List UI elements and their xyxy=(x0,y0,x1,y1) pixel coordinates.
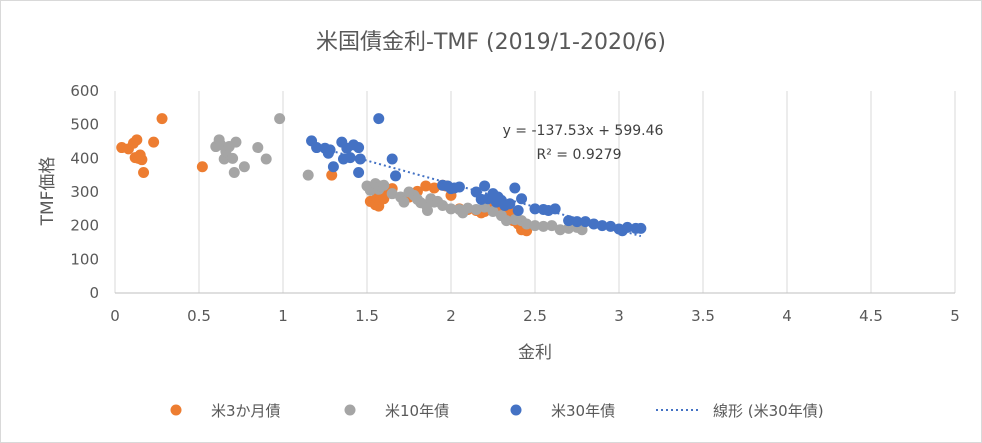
y-tick-label: 200 xyxy=(70,217,99,235)
data-point xyxy=(516,193,528,205)
x-tick-label: 0 xyxy=(110,307,120,325)
data-points xyxy=(116,113,647,237)
data-point xyxy=(605,220,617,232)
data-point xyxy=(148,136,160,148)
data-point xyxy=(324,144,336,156)
data-point xyxy=(420,180,432,192)
legend-marker xyxy=(170,404,182,416)
data-point xyxy=(563,222,575,234)
data-point xyxy=(487,206,499,218)
legend-label: 米10年債 xyxy=(385,402,449,420)
data-point xyxy=(537,220,549,232)
data-point xyxy=(230,136,242,148)
x-tick-label: 0.5 xyxy=(187,307,211,325)
y-tick-label: 0 xyxy=(89,284,99,302)
data-point xyxy=(252,142,264,154)
data-point xyxy=(373,113,385,125)
data-point xyxy=(509,182,521,194)
data-point xyxy=(554,224,566,236)
x-tick-label: 2.5 xyxy=(523,307,547,325)
chart-title: 米国債金利-TMF (2019/1-2020/6) xyxy=(316,30,666,55)
x-tick-label: 3.5 xyxy=(691,307,715,325)
data-point xyxy=(131,134,143,146)
series-3 xyxy=(306,113,647,237)
data-point xyxy=(238,161,250,173)
data-point xyxy=(437,199,449,211)
data-point xyxy=(354,153,366,165)
legend-label: 米30年債 xyxy=(551,402,615,420)
data-point xyxy=(529,220,541,232)
data-point xyxy=(398,196,410,208)
x-tick-label: 4.5 xyxy=(859,307,883,325)
x-tick-label: 1.5 xyxy=(355,307,379,325)
data-point xyxy=(571,216,583,228)
data-point xyxy=(274,113,286,125)
data-point xyxy=(260,153,272,165)
legend-marker xyxy=(510,404,522,416)
data-point xyxy=(635,222,647,234)
data-point xyxy=(621,221,633,233)
y-axis-title: TMF価格 xyxy=(38,157,58,227)
data-point xyxy=(470,204,482,216)
x-tick-label: 4 xyxy=(782,307,792,325)
series-1 xyxy=(116,113,533,237)
data-point xyxy=(596,220,608,232)
legend: 米3か月債 米10年債 米30年債 線形 (米30年債) xyxy=(170,402,824,420)
x-tick-label: 1 xyxy=(278,307,288,325)
data-point xyxy=(421,205,433,217)
data-point xyxy=(196,161,208,173)
data-point xyxy=(302,169,314,181)
x-axis-title: 金利 xyxy=(518,343,552,363)
trendline-equation: y = -137.53x + 599.46 xyxy=(503,123,664,139)
y-tick-label: 100 xyxy=(70,250,99,268)
data-point xyxy=(311,142,323,154)
data-point xyxy=(228,166,240,178)
data-point xyxy=(512,205,524,217)
data-point xyxy=(326,169,338,181)
legend-label: 米3か月債 xyxy=(211,402,281,420)
data-point xyxy=(579,216,591,228)
data-point xyxy=(549,203,561,215)
data-point xyxy=(227,152,239,164)
data-point xyxy=(378,179,390,191)
data-point xyxy=(453,181,465,193)
data-point xyxy=(445,203,457,215)
data-point xyxy=(500,215,512,227)
y-tick-label: 300 xyxy=(70,183,99,201)
y-tick-label: 400 xyxy=(70,149,99,167)
data-point xyxy=(521,218,533,230)
y-tick-label: 600 xyxy=(70,82,99,100)
data-point xyxy=(390,170,402,182)
data-point xyxy=(386,153,398,165)
axes: 0 0.5 1 1.5 2 2.5 3 3.5 4 4.5 5 0 100 200 300 400 500 600 xyxy=(70,82,959,325)
legend-label: 線形 (米30年債) xyxy=(713,402,824,420)
data-point xyxy=(588,218,600,230)
x-tick-label: 2 xyxy=(446,307,456,325)
data-point xyxy=(134,149,146,161)
data-point xyxy=(353,142,365,154)
data-point xyxy=(428,182,440,194)
legend-marker xyxy=(344,404,356,416)
data-point xyxy=(529,203,541,215)
gridlines xyxy=(114,91,956,293)
y-tick-label: 500 xyxy=(70,116,99,134)
data-point xyxy=(138,166,150,178)
data-point xyxy=(462,202,474,214)
data-point xyxy=(479,180,491,192)
data-point xyxy=(386,188,398,200)
data-point xyxy=(563,215,575,227)
series-2 xyxy=(210,113,588,236)
x-tick-label: 3 xyxy=(614,307,624,325)
data-point xyxy=(156,113,168,125)
trendline-r2: R² = 0.9279 xyxy=(537,147,622,163)
data-point xyxy=(344,152,356,164)
data-point xyxy=(546,220,558,232)
data-point xyxy=(353,166,365,178)
x-tick-label: 5 xyxy=(950,307,960,325)
data-point xyxy=(327,161,339,173)
data-point xyxy=(504,198,516,210)
